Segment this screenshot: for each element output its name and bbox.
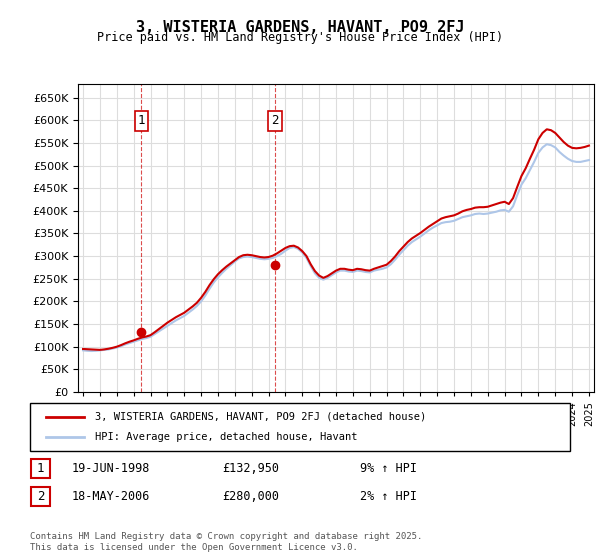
Text: £132,950: £132,950 — [222, 461, 279, 475]
Text: 1: 1 — [137, 114, 145, 128]
Text: 2: 2 — [37, 489, 44, 503]
Text: 19-JUN-1998: 19-JUN-1998 — [72, 461, 151, 475]
Text: 2: 2 — [271, 114, 279, 128]
Text: 2% ↑ HPI: 2% ↑ HPI — [360, 489, 417, 503]
Text: £280,000: £280,000 — [222, 489, 279, 503]
Text: Contains HM Land Registry data © Crown copyright and database right 2025.
This d: Contains HM Land Registry data © Crown c… — [30, 532, 422, 552]
Text: 1: 1 — [37, 461, 44, 475]
Text: 9% ↑ HPI: 9% ↑ HPI — [360, 461, 417, 475]
Text: 3, WISTERIA GARDENS, HAVANT, PO9 2FJ (detached house): 3, WISTERIA GARDENS, HAVANT, PO9 2FJ (de… — [95, 412, 426, 422]
Text: HPI: Average price, detached house, Havant: HPI: Average price, detached house, Hava… — [95, 432, 358, 442]
Text: 18-MAY-2006: 18-MAY-2006 — [72, 489, 151, 503]
Text: 3, WISTERIA GARDENS, HAVANT, PO9 2FJ: 3, WISTERIA GARDENS, HAVANT, PO9 2FJ — [136, 20, 464, 35]
Text: Price paid vs. HM Land Registry's House Price Index (HPI): Price paid vs. HM Land Registry's House … — [97, 31, 503, 44]
